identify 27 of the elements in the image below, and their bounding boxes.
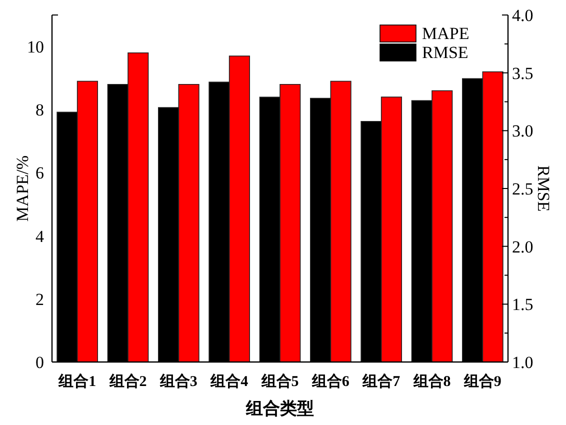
x-tick-label: 组合7 (362, 373, 401, 390)
y2-tick-label: 3.0 (512, 122, 534, 141)
y-tick-label: 0 (36, 353, 44, 372)
y2-tick-label: 1.5 (512, 295, 534, 314)
y2-tick-label: 3.5 (512, 64, 534, 83)
x-tick-label: 组合8 (412, 373, 451, 390)
y2-tick-label: 4.0 (512, 6, 534, 25)
y2-tick-label: 2.5 (512, 180, 534, 198)
y-tick-label: 4 (36, 226, 44, 246)
x-tick-label: 组合6 (310, 373, 350, 390)
x-tick-label: 组合1 (58, 373, 96, 390)
y2-tick-label: 2.0 (512, 237, 534, 256)
x-axis-title: 组合类型 (245, 399, 314, 418)
legend-label: RMSE (422, 43, 468, 62)
legend-label: MAPE (422, 24, 470, 43)
x-tick-label: 组合2 (108, 373, 147, 390)
y-tick-label: 2 (36, 290, 44, 309)
x-tick-label: 组合5 (260, 373, 299, 390)
y-axis-title: MAPE/% (13, 155, 32, 222)
y-tick-label: 6 (36, 164, 44, 183)
y-tick-label: 8 (36, 100, 44, 120)
x-tick-label: 组合3 (158, 373, 198, 390)
y2-tick-label: 1.0 (512, 353, 534, 372)
x-tick-label: 组合9 (462, 373, 502, 390)
y-tick-label: 10 (27, 38, 44, 57)
x-tick-label: 组合4 (210, 373, 249, 390)
y2-axis-title: RMSE (534, 165, 553, 212)
